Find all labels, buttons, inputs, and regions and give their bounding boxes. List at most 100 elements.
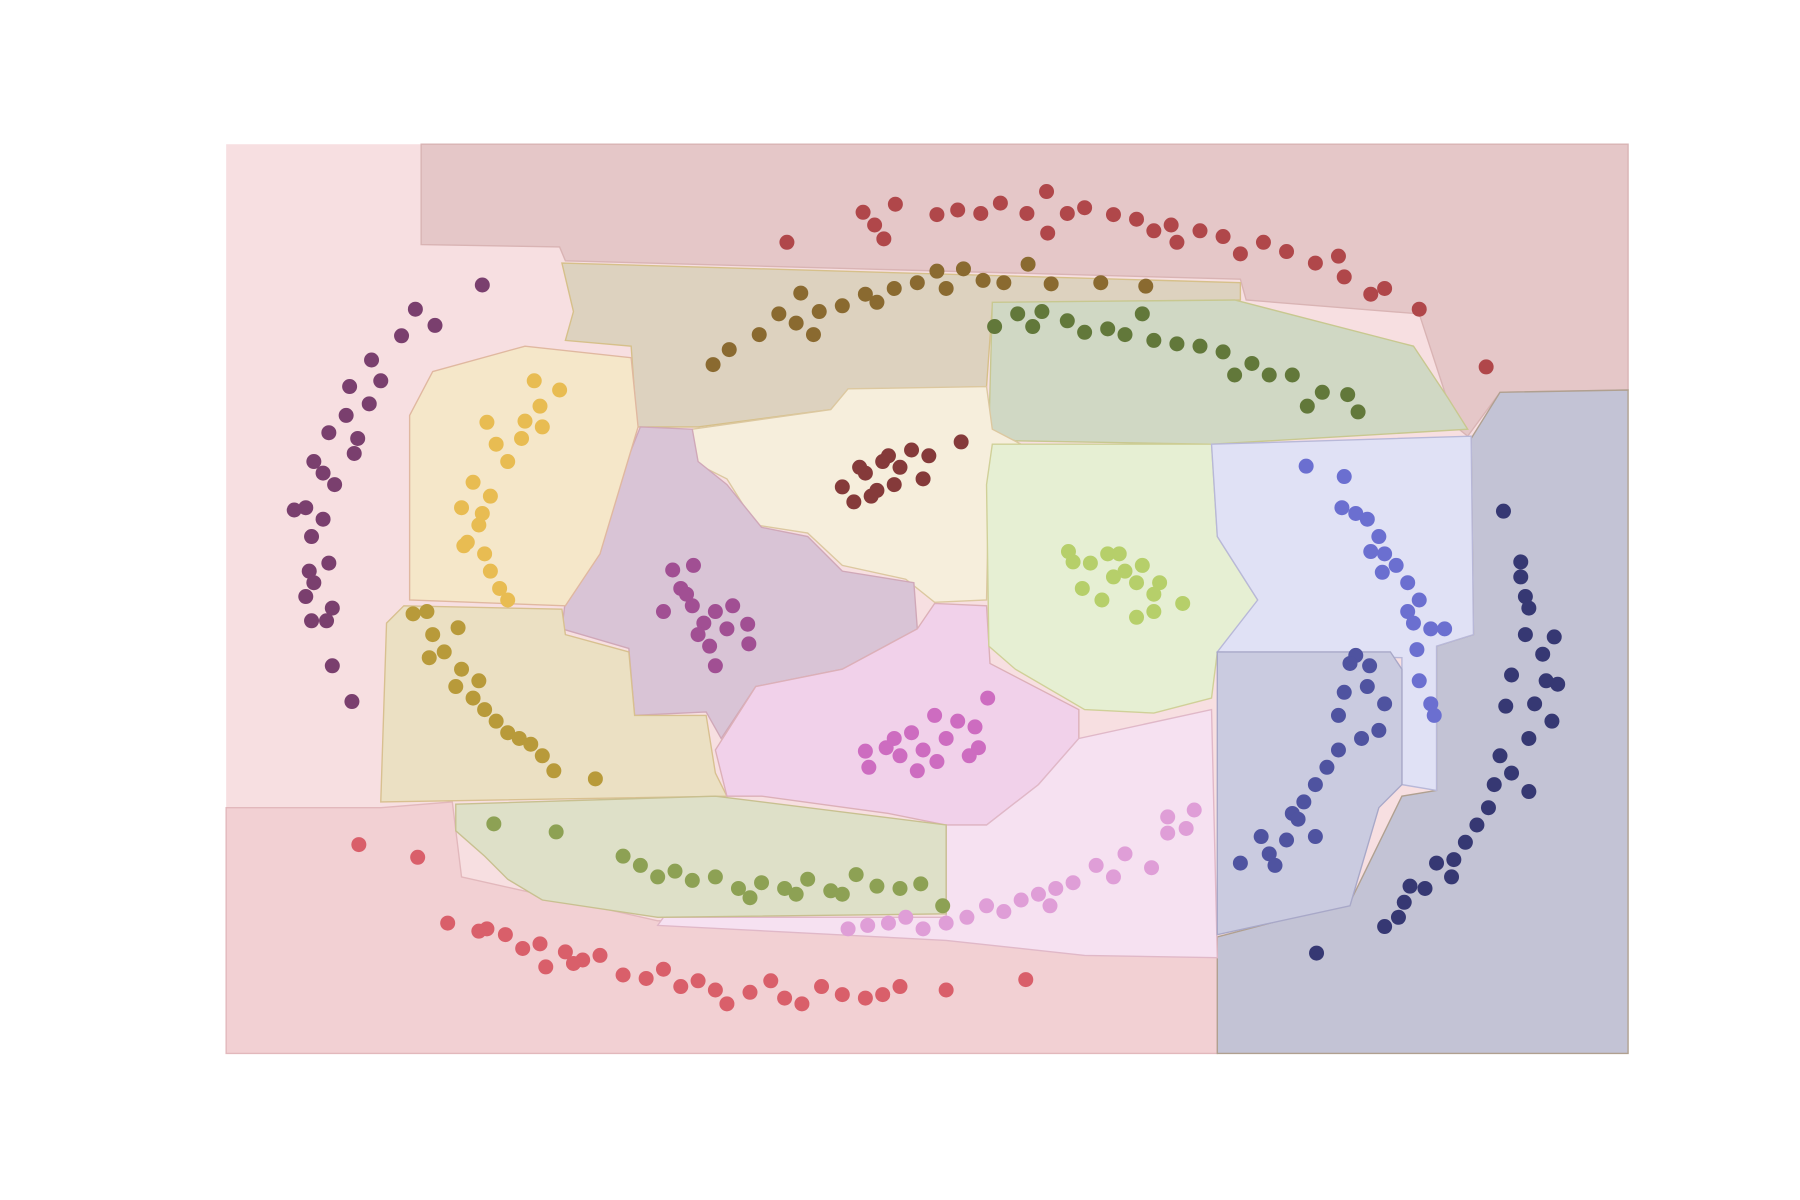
point (655, 961, 671, 977)
point (1429, 855, 1445, 871)
point (1319, 759, 1335, 775)
decision-region (380, 605, 729, 803)
point (1077, 200, 1093, 216)
point (1232, 855, 1248, 871)
point (436, 644, 452, 660)
decision-regions (225, 143, 1629, 1055)
point (394, 328, 410, 344)
point (1013, 892, 1029, 908)
point (342, 379, 358, 395)
point (474, 505, 490, 521)
point (534, 419, 550, 435)
point (361, 396, 377, 412)
point (913, 876, 929, 892)
point (565, 955, 581, 971)
point (950, 202, 966, 218)
point (321, 425, 337, 441)
point (454, 500, 470, 516)
point (500, 454, 516, 470)
point (1307, 255, 1323, 271)
point (1362, 658, 1378, 674)
point (1192, 338, 1208, 354)
point (315, 465, 331, 481)
point (324, 600, 340, 616)
point (1299, 398, 1315, 414)
point (350, 430, 366, 446)
point (690, 627, 706, 643)
point (450, 620, 466, 636)
point (1521, 784, 1537, 800)
point (500, 592, 516, 608)
point (973, 205, 989, 221)
point (707, 604, 723, 620)
point (1042, 898, 1058, 914)
point (1261, 367, 1277, 383)
point (904, 442, 920, 458)
point (886, 280, 902, 296)
point (1535, 646, 1551, 662)
point (892, 880, 908, 896)
point (346, 445, 362, 461)
point (1129, 575, 1145, 591)
point (517, 413, 533, 429)
point (1330, 248, 1346, 264)
point (1330, 707, 1346, 723)
point (364, 352, 380, 368)
point (996, 904, 1012, 920)
point (855, 204, 871, 220)
point (915, 742, 931, 758)
point (1446, 852, 1462, 868)
point (497, 927, 513, 943)
point (929, 754, 945, 770)
point (1215, 344, 1231, 360)
point (1411, 673, 1427, 689)
point (421, 650, 437, 666)
point (515, 940, 531, 956)
point (1279, 832, 1295, 848)
point (1059, 205, 1075, 221)
point (440, 915, 456, 931)
point (834, 479, 850, 495)
point (419, 604, 435, 620)
point (707, 869, 723, 885)
point (840, 921, 856, 937)
point (1146, 586, 1162, 602)
point (1504, 667, 1520, 683)
point (721, 342, 737, 358)
point (898, 909, 914, 925)
point (427, 317, 443, 333)
point (719, 996, 735, 1012)
point (1117, 563, 1133, 579)
point (754, 875, 770, 891)
point (1152, 575, 1168, 591)
point (327, 477, 343, 493)
point (1255, 234, 1271, 250)
point (1111, 546, 1127, 562)
point (1411, 301, 1427, 317)
point (886, 477, 902, 493)
point (306, 575, 322, 591)
point (552, 382, 568, 398)
point (1469, 817, 1485, 833)
point (1363, 286, 1379, 302)
point (557, 944, 573, 960)
point (846, 494, 862, 510)
point (488, 436, 504, 452)
point (1039, 184, 1055, 200)
point (448, 679, 464, 695)
point (1517, 627, 1533, 643)
point (1160, 809, 1176, 825)
point (702, 638, 718, 654)
point (1504, 765, 1520, 781)
point (615, 967, 631, 983)
point (1010, 306, 1026, 322)
point (1088, 857, 1104, 873)
point (1390, 909, 1406, 925)
point (1178, 820, 1194, 836)
point (1020, 256, 1036, 272)
point (800, 871, 816, 887)
point (771, 306, 787, 322)
point (286, 502, 302, 518)
point (777, 990, 793, 1006)
point (1146, 604, 1162, 620)
